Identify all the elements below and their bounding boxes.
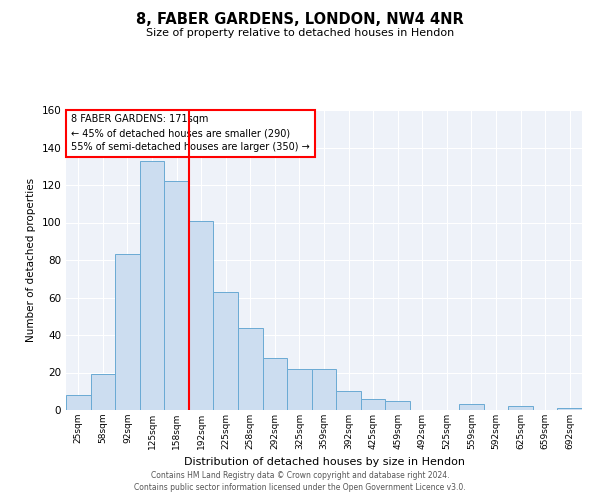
Text: Size of property relative to detached houses in Hendon: Size of property relative to detached ho…	[146, 28, 454, 38]
Bar	[312, 369, 336, 410]
Text: Contains public sector information licensed under the Open Government Licence v3: Contains public sector information licen…	[134, 484, 466, 492]
Bar	[263, 358, 287, 410]
Bar	[189, 220, 214, 410]
Bar	[164, 181, 189, 410]
Bar	[238, 328, 263, 410]
X-axis label: Distribution of detached houses by size in Hendon: Distribution of detached houses by size …	[184, 458, 464, 468]
Bar	[66, 395, 91, 410]
Bar	[361, 399, 385, 410]
Text: 8, FABER GARDENS, LONDON, NW4 4NR: 8, FABER GARDENS, LONDON, NW4 4NR	[136, 12, 464, 28]
Bar	[287, 369, 312, 410]
Bar	[214, 292, 238, 410]
Y-axis label: Number of detached properties: Number of detached properties	[26, 178, 36, 342]
Bar	[385, 400, 410, 410]
Bar	[115, 254, 140, 410]
Text: Contains HM Land Registry data © Crown copyright and database right 2024.: Contains HM Land Registry data © Crown c…	[151, 471, 449, 480]
Bar	[140, 160, 164, 410]
Text: 8 FABER GARDENS: 171sqm
← 45% of detached houses are smaller (290)
55% of semi-d: 8 FABER GARDENS: 171sqm ← 45% of detache…	[71, 114, 310, 152]
Bar	[336, 391, 361, 410]
Bar	[91, 374, 115, 410]
Bar	[459, 404, 484, 410]
Bar	[508, 406, 533, 410]
Bar	[557, 408, 582, 410]
